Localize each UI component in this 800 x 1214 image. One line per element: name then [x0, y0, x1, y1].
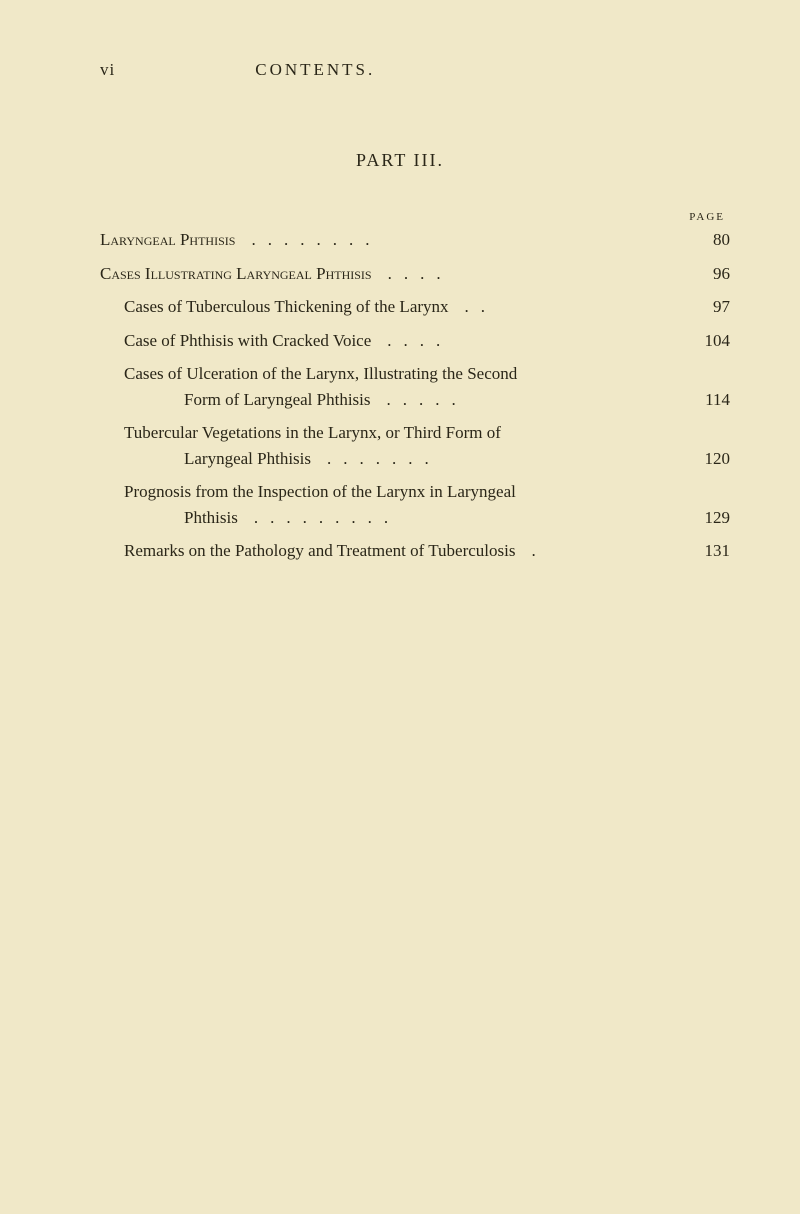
toc-page-number: 104 [698, 328, 730, 354]
toc-dots: ....... [311, 446, 698, 472]
header-title: CONTENTS. [255, 60, 375, 80]
toc-entry: Remarks on the Pathology and Treatment o… [100, 538, 730, 564]
toc-text-line1: Prognosis from the Inspection of the Lar… [124, 479, 730, 505]
page-column-label: PAGE [100, 211, 730, 223]
toc-entry: Laryngeal Phthisis ........ 80 [100, 227, 730, 253]
toc-dots: . [515, 538, 698, 564]
toc-page-number: 129 [698, 505, 730, 531]
toc-page-number: 114 [698, 387, 730, 413]
toc-text-line2: Phthisis [124, 505, 238, 531]
part-title: PART III. [70, 150, 730, 171]
toc-list: Laryngeal Phthisis ........ 80 Cases Ill… [100, 227, 730, 564]
toc-dots: ......... [238, 505, 698, 531]
toc-text: Laryngeal Phthisis [100, 227, 235, 253]
page-number: vi [100, 60, 115, 80]
toc-dots: .... [372, 261, 698, 287]
toc-text: Cases Illustrating Laryngeal Phthisis [100, 261, 372, 287]
toc-entry: Cases Illustrating Laryngeal Phthisis ..… [100, 261, 730, 287]
toc-page-number: 120 [698, 446, 730, 472]
toc-text: Remarks on the Pathology and Treatment o… [124, 538, 515, 564]
toc-text: Case of Phthisis with Cracked Voice [124, 328, 371, 354]
toc-text-line2: Laryngeal Phthisis [124, 446, 311, 472]
toc-page-number: 96 [698, 261, 730, 287]
toc-text-line1: Cases of Ulceration of the Larynx, Illus… [124, 361, 730, 387]
toc-entry: Cases of Ulceration of the Larynx, Illus… [100, 361, 730, 412]
toc-page-number: 80 [698, 227, 730, 253]
page-header: vi CONTENTS. [100, 60, 730, 80]
toc-entry: Prognosis from the Inspection of the Lar… [100, 479, 730, 530]
toc-text-line2: Form of Laryngeal Phthisis [124, 387, 371, 413]
toc-entry: Cases of Tuberculous Thickening of the L… [100, 294, 730, 320]
toc-dots: ........ [235, 227, 698, 253]
toc-dots: .. [449, 294, 698, 320]
toc-text: Cases of Tuberculous Thickening of the L… [124, 294, 449, 320]
toc-page-number: 97 [698, 294, 730, 320]
toc-dots: .... [371, 328, 698, 354]
toc-entry: Tubercular Vegetations in the Larynx, or… [100, 420, 730, 471]
toc-text-line1: Tubercular Vegetations in the Larynx, or… [124, 420, 730, 446]
toc-entry: Case of Phthisis with Cracked Voice ....… [100, 328, 730, 354]
toc-dots: ..... [371, 387, 698, 413]
toc-page-number: 131 [698, 538, 730, 564]
